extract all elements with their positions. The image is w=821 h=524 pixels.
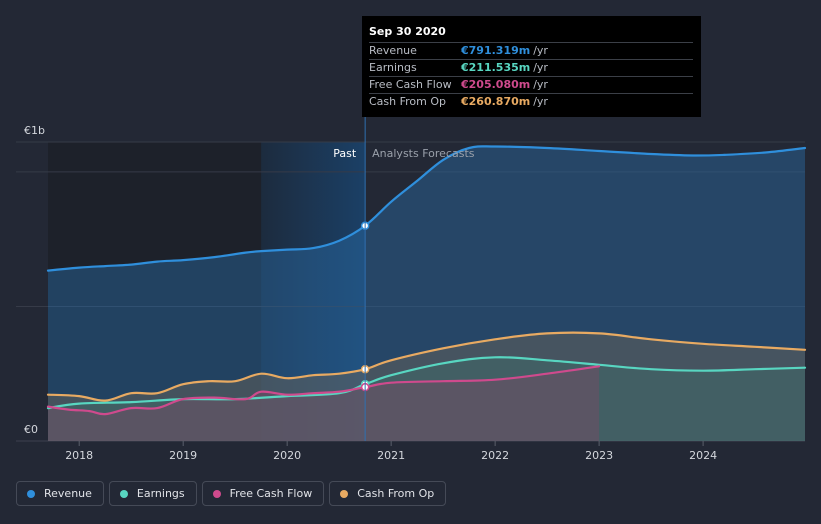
area-cash-from-op xyxy=(48,332,805,441)
tooltip-row-cash-from-op: Cash From Op €260.870m /yr xyxy=(369,93,693,110)
tooltip-unit: /yr xyxy=(533,95,548,108)
legend-item-revenue[interactable]: Revenue xyxy=(16,481,104,506)
tooltip-value: €211.535m xyxy=(461,61,531,74)
legend-item-free-cash-flow[interactable]: Free Cash Flow xyxy=(201,481,325,506)
x-tick-label: 2022 xyxy=(481,449,509,462)
area-free-cash-flow xyxy=(48,366,600,441)
series-line-free-cash-flow xyxy=(46,365,601,416)
legend-label: Earnings xyxy=(136,487,185,500)
area-earnings xyxy=(48,357,805,441)
tooltip-name: Cash From Op xyxy=(369,95,447,108)
forecast-label: Analysts Forecasts xyxy=(372,147,475,160)
x-tick-label: 2023 xyxy=(585,449,613,462)
tooltip-value: €791.319m xyxy=(461,44,531,57)
tooltip: Sep 30 2020 Revenue €791.319m /yr Earnin… xyxy=(362,16,701,117)
legend-label: Revenue xyxy=(44,487,92,500)
legend-item-cash-from-op[interactable]: Cash From Op xyxy=(329,481,447,506)
tooltip-value: €260.870m xyxy=(461,95,531,108)
past-label: Past xyxy=(333,147,357,160)
legend-dot-icon xyxy=(119,489,128,498)
tooltip-name: Earnings xyxy=(369,61,417,74)
legend-item-earnings[interactable]: Earnings xyxy=(108,481,197,506)
legend-dot-icon xyxy=(27,489,35,498)
tooltip-name: Free Cash Flow xyxy=(369,78,452,91)
tooltip-unit: /yr xyxy=(533,61,548,74)
legend-label: Free Cash Flow xyxy=(229,487,313,500)
series-line-earnings xyxy=(46,356,807,410)
tooltip-date: Sep 30 2020 xyxy=(369,25,446,38)
tooltip-unit: /yr xyxy=(533,78,548,91)
y-tick-label: €1b xyxy=(24,124,45,137)
tooltip-unit: /yr xyxy=(533,44,548,57)
series-line-cash-from-op xyxy=(46,331,807,402)
x-tick-label: 2018 xyxy=(65,449,93,462)
legend-label: Cash From Op xyxy=(357,487,435,500)
tooltip-value: €205.080m xyxy=(461,78,531,91)
tooltip-row-free-cash-flow: Free Cash Flow €205.080m /yr xyxy=(369,76,693,93)
legend-dot-icon xyxy=(340,489,349,498)
x-tick-label: 2019 xyxy=(169,449,197,462)
legend: Revenue Earnings Free Cash Flow Cash Fro… xyxy=(16,481,447,506)
tooltip-row-revenue: Revenue €791.319m /yr xyxy=(369,42,693,59)
legend-dot-icon xyxy=(212,489,221,498)
x-tick-label: 2021 xyxy=(377,449,405,462)
x-tick-label: 2020 xyxy=(273,449,301,462)
y-tick-label: €0 xyxy=(24,423,38,436)
tooltip-name: Revenue xyxy=(369,44,417,57)
tooltip-row-earnings: Earnings €211.535m /yr xyxy=(369,59,693,76)
x-tick-label: 2024 xyxy=(689,449,717,462)
